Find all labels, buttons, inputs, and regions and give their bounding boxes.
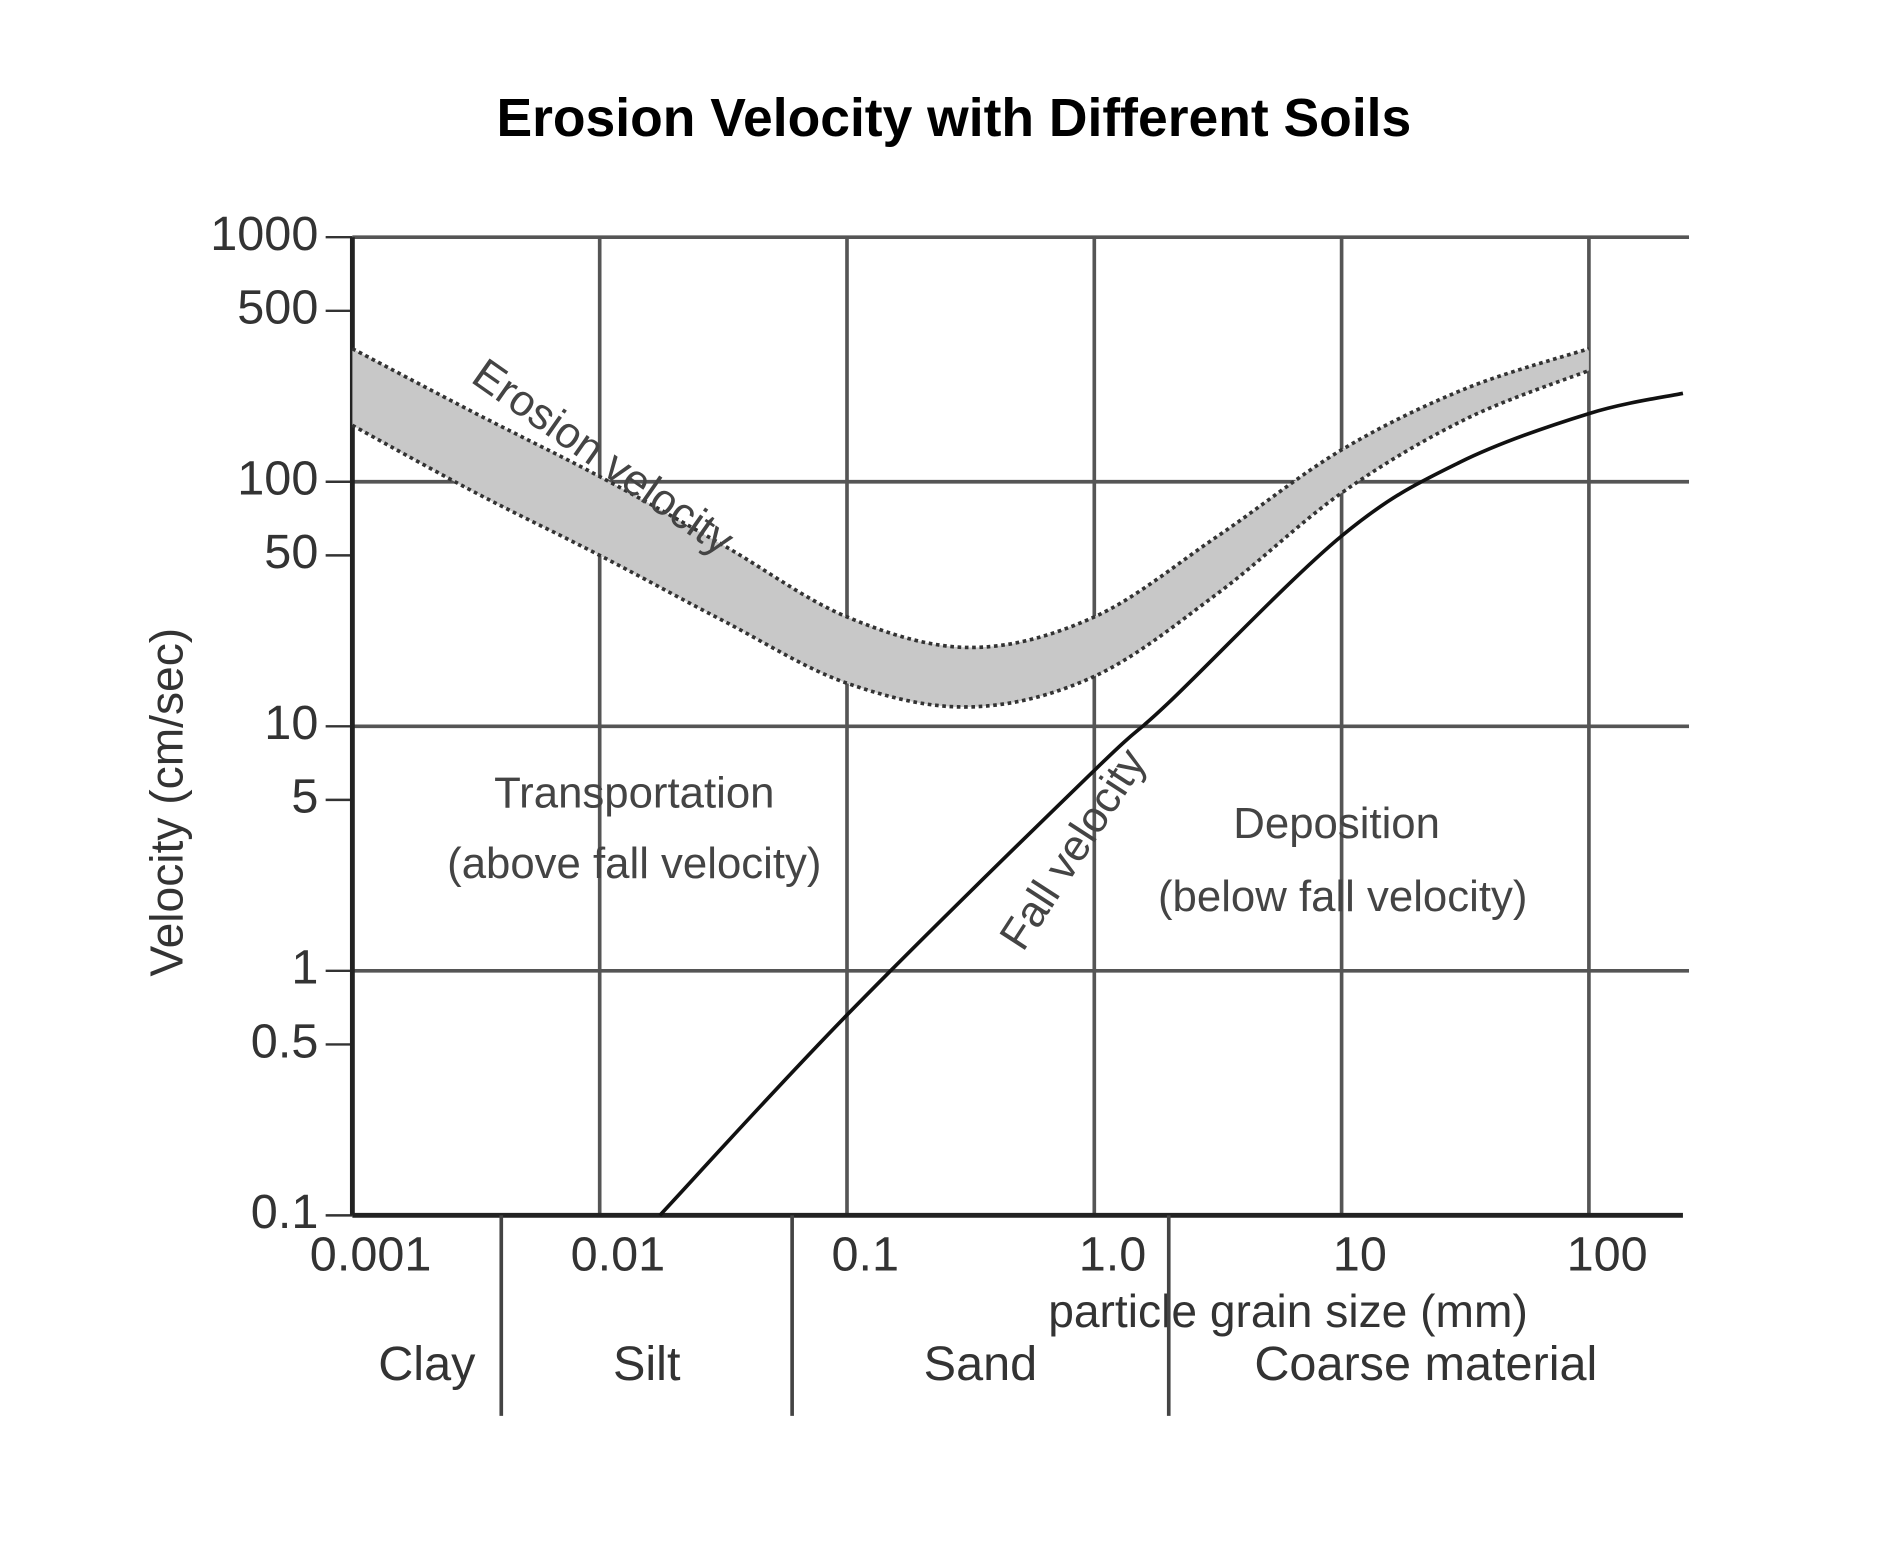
y-tick-label: 500 xyxy=(237,281,318,335)
y-tick-label: 1 xyxy=(291,941,318,995)
x-tick-label: 0.001 xyxy=(310,1228,432,1282)
x-tick-label: 0.1 xyxy=(831,1228,899,1282)
y-tick-label: 100 xyxy=(237,452,318,506)
y-tick-label: 0.5 xyxy=(251,1014,319,1068)
annotation: (above fall velocity) xyxy=(447,839,821,888)
y-tick-label: 1000 xyxy=(210,207,318,261)
x-axis-label: particle grain size (mm) xyxy=(1048,1285,1528,1337)
x-tick-label: 1.0 xyxy=(1079,1228,1147,1282)
y-tick-label: 50 xyxy=(264,525,318,579)
y-tick-label: 0.1 xyxy=(251,1185,319,1239)
region-label: Coarse material xyxy=(1254,1337,1597,1391)
x-tick-label: 0.01 xyxy=(571,1228,666,1282)
annotation: (below fall velocity) xyxy=(1158,872,1527,921)
annotation: Deposition xyxy=(1233,799,1440,848)
region-label: Silt xyxy=(613,1337,681,1391)
erosion-lower xyxy=(351,368,1590,709)
chart-title: Erosion Velocity with Different Soils xyxy=(496,89,1411,148)
x-tick-label: 100 xyxy=(1567,1228,1648,1282)
annotation: Transportation xyxy=(494,769,774,818)
y-tick-label: 10 xyxy=(264,696,318,750)
x-tick-label: 10 xyxy=(1333,1228,1387,1282)
region-label: Sand xyxy=(924,1337,1038,1391)
y-axis-label: Velocity (cm/sec) xyxy=(140,628,192,977)
erosion-band xyxy=(352,348,1589,708)
region-label: Clay xyxy=(378,1337,476,1391)
fall-line xyxy=(658,391,1684,1217)
y-tick-label: 5 xyxy=(291,770,318,824)
